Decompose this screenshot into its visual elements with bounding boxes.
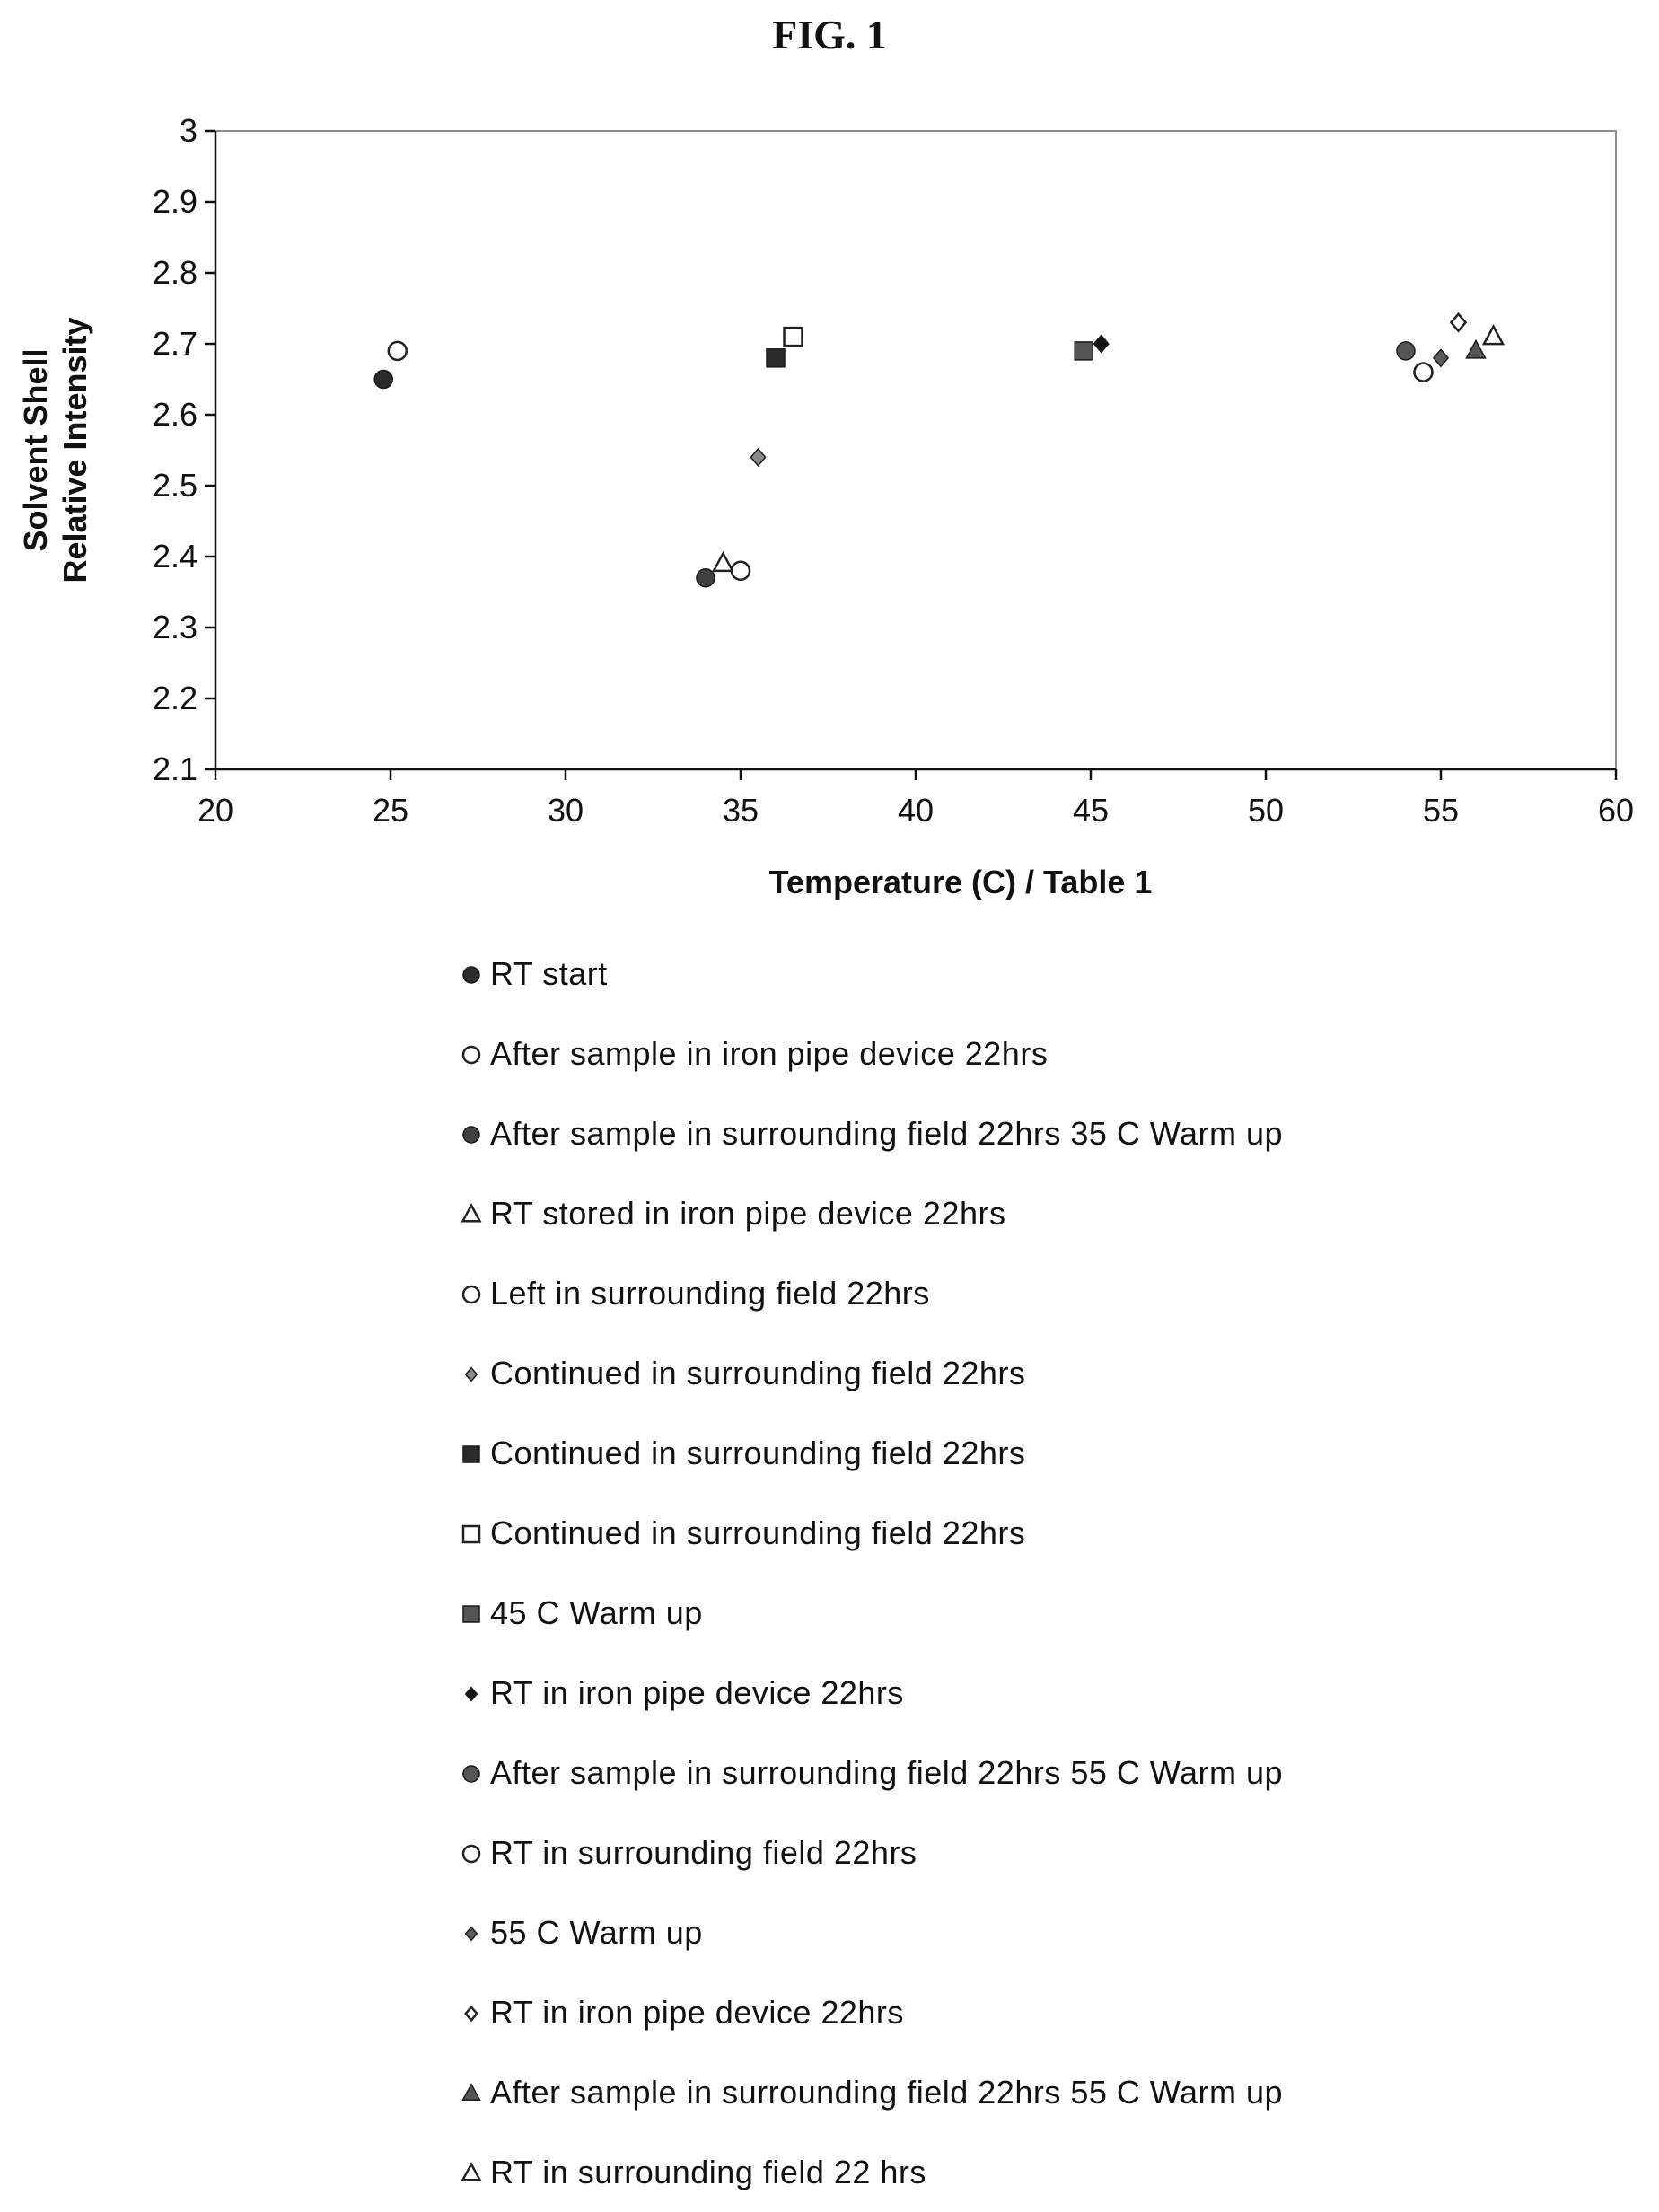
x-tick-label: 35	[723, 792, 759, 829]
legend-item: Left in surrounding field 22hrs	[458, 1253, 1625, 1333]
y-tick-label: 2.7	[153, 325, 198, 362]
legend-item: After sample in surrounding field 22hrs …	[458, 2052, 1625, 2132]
legend-marker	[458, 1360, 485, 1387]
legend-label: 45 C Warm up	[490, 1593, 703, 1631]
data-point-4	[711, 550, 735, 573]
data-point-16	[1481, 323, 1505, 346]
legend-marker	[458, 1760, 485, 1786]
x-tick-label: 50	[1248, 792, 1284, 829]
y-axis-title: Solvent Shell Relative Intensity	[17, 317, 93, 583]
y-tick-label: 2.9	[153, 183, 198, 220]
legend-marker	[458, 1839, 485, 1866]
x-axis-title: Temperature (C) / Table 1	[769, 864, 1153, 900]
legend-item: Continued in surrounding field 22hrs	[458, 1493, 1625, 1573]
y-tick-label: 3	[180, 112, 198, 149]
legend-label: Continued in surrounding field 22hrs	[490, 1514, 1026, 1551]
plot-area	[214, 130, 1617, 771]
data-point-13	[1432, 348, 1450, 368]
legend-label: RT in surrounding field 22hrs	[490, 1833, 917, 1871]
data-point-1	[373, 369, 393, 390]
legend-label: RT start	[490, 954, 608, 992]
y-tick-label: 2.2	[153, 680, 198, 716]
scatter-chart: 2.1 2.2 2.3 2.4 2.5 2.6 2.7 2.8 2.9 3 20 25 30 35 40 4…	[17, 112, 1634, 900]
y-tick-label: 2.3	[153, 609, 198, 645]
y-tick-label: 2.8	[153, 254, 198, 291]
legend-marker	[458, 961, 485, 988]
legend-marker	[458, 2079, 485, 2106]
y-tick-label: 2.1	[153, 750, 198, 787]
legend-item: RT in iron pipe device 22hrs	[458, 1972, 1625, 2052]
figure-title: FIG. 1	[772, 12, 887, 57]
legend-item: Continued in surrounding field 22hrs	[458, 1333, 1625, 1413]
data-point-14	[1449, 312, 1468, 333]
data-point-9	[1074, 341, 1093, 361]
legend-label: After sample in surrounding field 22hrs …	[490, 1114, 1284, 1152]
x-tick-label: 25	[373, 792, 408, 829]
x-tick-label: 40	[898, 792, 934, 829]
legend-marker	[458, 1280, 485, 1307]
legend-label: RT in surrounding field 22 hrs	[490, 2153, 926, 2190]
y-axis-title-line-1: Solvent Shell	[17, 348, 54, 551]
data-point-5	[730, 560, 751, 582]
legend-item: After sample in iron pipe device 22hrs	[458, 1014, 1625, 1093]
legend-marker	[458, 1520, 485, 1547]
data-point-7	[766, 348, 786, 368]
legend-item: RT in surrounding field 22 hrs	[458, 2132, 1625, 2212]
data-point-2	[387, 340, 408, 362]
legend-label: RT stored in iron pipe device 22hrs	[490, 1194, 1006, 1232]
legend-marker	[458, 1680, 485, 1707]
legend-label: RT in iron pipe device 22hrs	[490, 1673, 904, 1711]
legend-label: Left in surrounding field 22hrs	[490, 1274, 930, 1312]
legend-item: 45 C Warm up	[458, 1573, 1625, 1653]
legend-label: Continued in surrounding field 22hrs	[490, 1434, 1026, 1471]
y-axis-title-line-2: Relative Intensity	[57, 317, 93, 583]
legend-label: Continued in surrounding field 22hrs	[490, 1354, 1026, 1391]
legend-label: After sample in surrounding field 22hrs …	[490, 2073, 1284, 2111]
legend-item: 55 C Warm up	[458, 1892, 1625, 1972]
legend-marker	[458, 1919, 485, 1946]
legend-item: RT in surrounding field 22hrs	[458, 1813, 1625, 1892]
data-point-15	[1465, 338, 1487, 359]
data-point-11	[1396, 341, 1416, 361]
legend-marker	[458, 1999, 485, 2026]
y-tick-label: 2.5	[153, 467, 198, 504]
data-point-3	[696, 567, 715, 588]
data-point-8	[783, 326, 803, 347]
legend-marker	[458, 1440, 485, 1467]
x-axis-ticks: 20 25 30 35 40 45 50 55 60	[198, 769, 1634, 829]
legend: RT start After sample in iron pipe device…	[458, 934, 1625, 2212]
data-points	[373, 312, 1505, 588]
x-tick-label: 55	[1423, 792, 1459, 829]
legend-marker	[458, 1200, 485, 1227]
x-tick-label: 30	[548, 792, 584, 829]
legend-label: 55 C Warm up	[490, 1913, 703, 1951]
y-tick-label: 2.4	[153, 538, 198, 575]
legend-item: RT in iron pipe device 22hrs	[458, 1653, 1625, 1733]
legend-item: RT start	[458, 934, 1625, 1014]
data-point-12	[1413, 362, 1434, 382]
data-point-10	[1093, 334, 1110, 354]
y-tick-label: 2.6	[153, 396, 198, 433]
legend-marker	[458, 1600, 485, 1627]
y-axis-ticks: 2.1 2.2 2.3 2.4 2.5 2.6 2.7 2.8 2.9 3	[153, 112, 215, 787]
x-tick-label: 45	[1073, 792, 1109, 829]
legend-marker	[458, 1040, 485, 1067]
legend-item: Continued in surrounding field 22hrs	[458, 1413, 1625, 1493]
legend-item: After sample in surrounding field 22hrs …	[458, 1733, 1625, 1813]
x-tick-label: 60	[1598, 792, 1634, 829]
x-tick-label: 20	[198, 792, 233, 829]
data-point-6	[750, 447, 767, 468]
legend-marker	[458, 2159, 485, 2186]
legend-item: After sample in surrounding field 22hrs …	[458, 1093, 1625, 1173]
legend-label: After sample in surrounding field 22hrs …	[490, 1753, 1284, 1791]
legend-label: After sample in iron pipe device 22hrs	[490, 1034, 1049, 1072]
legend-label: RT in iron pipe device 22hrs	[490, 1993, 904, 2031]
plot-frame	[215, 130, 1617, 770]
legend-item: RT stored in iron pipe device 22hrs	[458, 1173, 1625, 1253]
legend-marker	[458, 1120, 485, 1147]
